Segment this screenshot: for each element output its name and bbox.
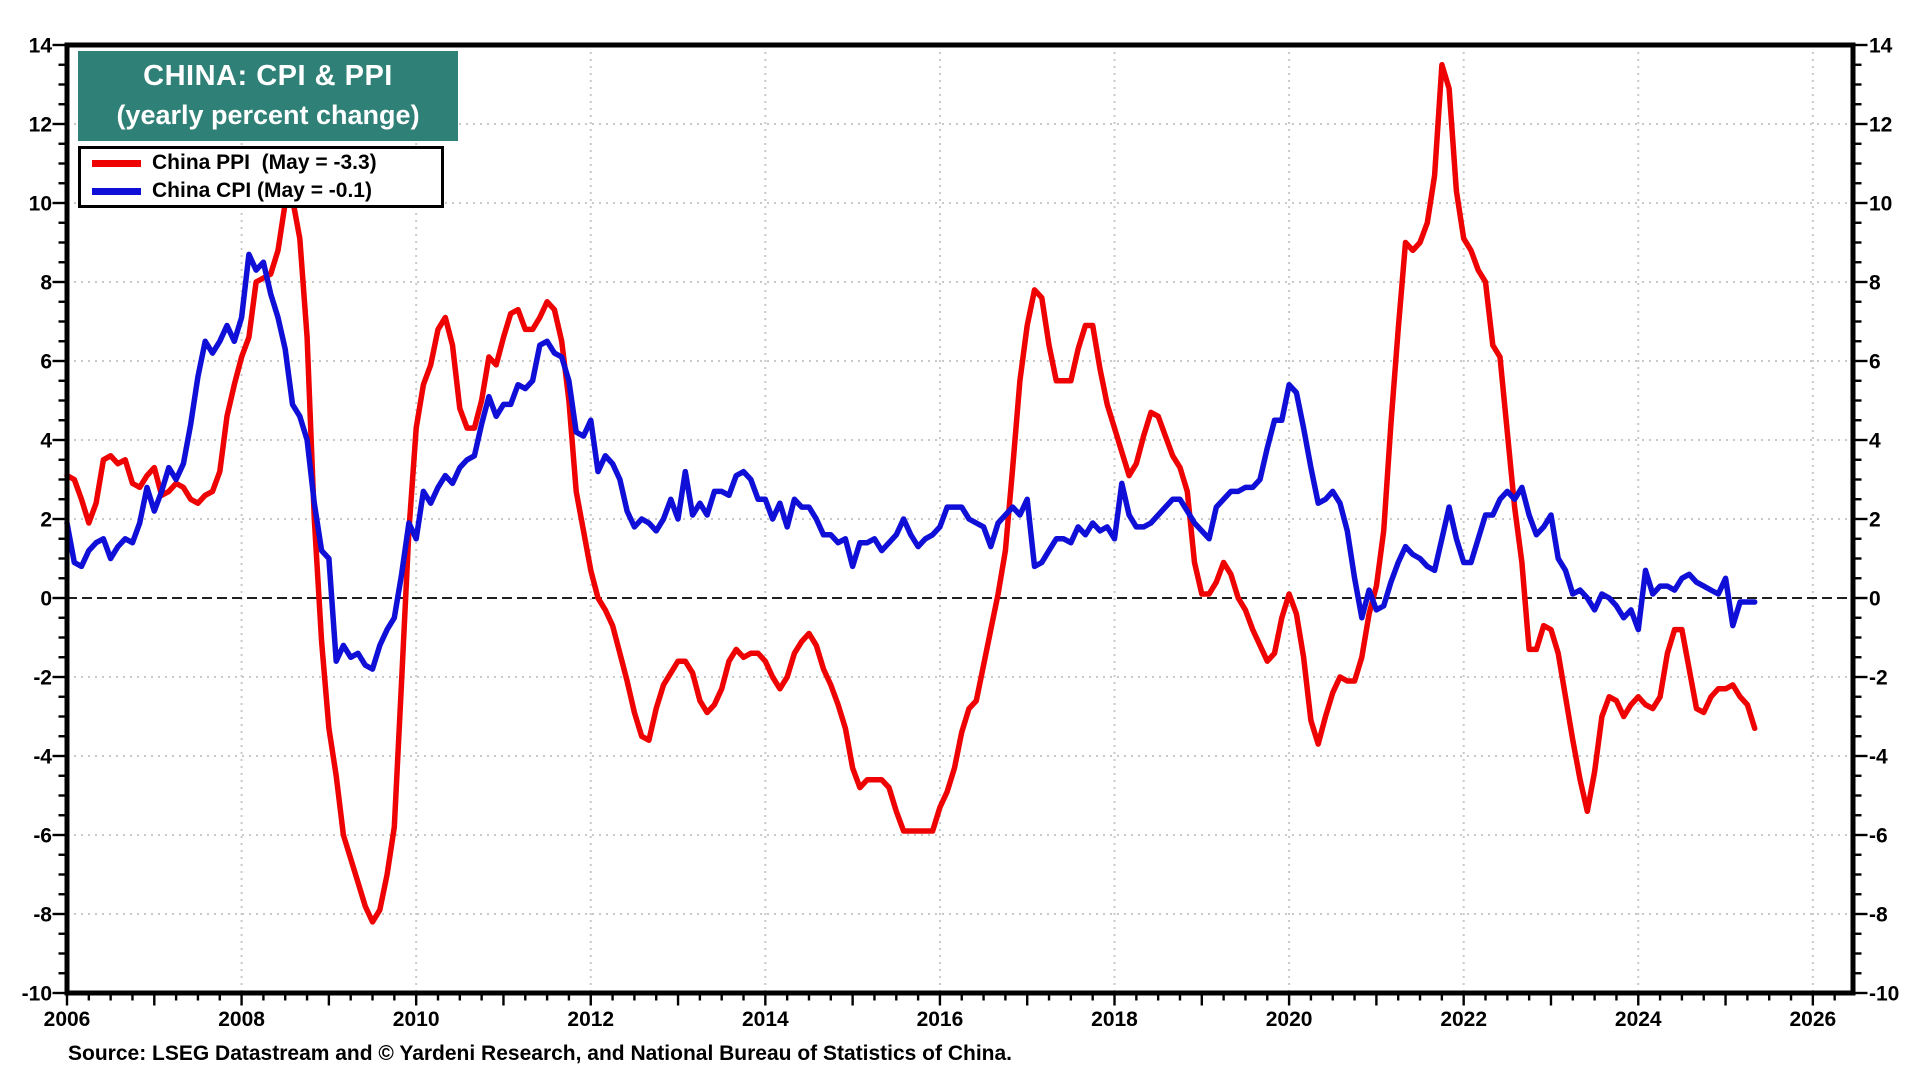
x-tick-label: 2014 [742,1008,789,1031]
x-tick-label: 2016 [917,1008,964,1031]
legend-item-ppi: China PPI (May = -3.3) [81,150,441,176]
cpi-line [64,251,1758,672]
axis-ticks [52,43,1868,1006]
y-tick-label-right: -10 [1869,982,1899,1005]
ppi-line-swatch [92,159,141,167]
y-tick-label-right: 12 [1869,113,1892,136]
chart-subtitle: (yearly percent change) [116,100,420,130]
y-tick-label-right: -6 [1869,824,1888,847]
cpi-line-swatch [92,187,141,195]
y-tick-label-left: -8 [33,903,52,926]
y-tick-label-left: 14 [29,34,53,57]
x-tick-label: 2026 [1789,1008,1836,1031]
y-tick-label-left: 6 [40,350,52,373]
y-tick-label-right: 10 [1869,192,1892,215]
y-tick-label-left: 2 [40,508,52,531]
y-tick-label-right: -8 [1869,903,1888,926]
plot-frame [64,42,1856,996]
y-tick-label-left: -6 [33,824,52,847]
y-tick-label-left: 10 [29,192,52,215]
y-tick-label-right: 0 [1869,587,1881,610]
chart-title: CHINA: CPI & PPI [143,60,393,92]
y-tick-label-left: 4 [40,429,52,452]
ppi-line [64,62,1758,925]
y-tick-label-right: 6 [1869,350,1881,373]
source-note: Source: LSEG Datastream and © Yardeni Re… [68,1042,1013,1065]
axis-labels: -10 -10 -8 -8 -6 -6 -4 -4 -2 -2 0 0 2 2 4 4 6 6 8 8 10 10 12 12… [22,34,1900,1031]
y-tick-label-right: 8 [1869,271,1881,294]
x-tick-label: 2022 [1440,1008,1487,1031]
y-tick-label-left: 12 [29,113,52,136]
y-tick-label-left: -4 [33,745,52,768]
x-tick-label: 2024 [1615,1008,1662,1031]
y-tick-label-left: -10 [22,982,52,1005]
y-tick-label-right: -2 [1869,666,1888,689]
x-tick-label: 2006 [44,1008,91,1031]
x-tick-label: 2008 [218,1008,265,1031]
legend: China PPI (May = -3.3) China CPI (May = … [78,146,444,208]
y-tick-label-left: 0 [40,587,52,610]
y-tick-label-left: -2 [33,666,52,689]
legend-label-cpi: China CPI (May = -0.1) [152,179,372,202]
x-tick-label: 2010 [393,1008,440,1031]
chart-title-box: CHINA: CPI & PPI (yearly percent change) [78,51,458,141]
x-tick-label: 2012 [567,1008,614,1031]
legend-label-ppi: China PPI (May = -3.3) [152,151,377,174]
y-tick-label-right: 4 [1869,429,1881,452]
y-tick-label-right: 2 [1869,508,1881,531]
x-tick-label: 2020 [1266,1008,1313,1031]
y-tick-label-left: 8 [40,271,52,294]
y-tick-label-right: 14 [1869,34,1893,57]
y-tick-label-right: -4 [1869,745,1888,768]
legend-item-cpi: China CPI (May = -0.1) [81,178,441,204]
x-tick-label: 2018 [1091,1008,1138,1031]
